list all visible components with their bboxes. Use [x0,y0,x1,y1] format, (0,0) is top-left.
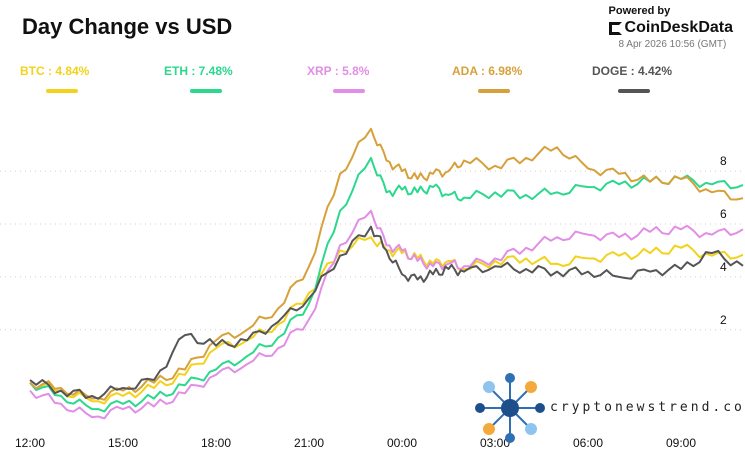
network-logo-icon [472,370,548,451]
series-line-ada [29,127,744,401]
series-line-eth [29,156,744,413]
legend-item-ada: ADA : 6.98% [452,64,522,93]
legend-swatch-ada [478,89,510,93]
legend-swatch-doge [618,89,650,93]
legend-swatch-btc [46,89,78,93]
legend-item-doge: DOGE : 4.42% [592,64,672,93]
legend-label-xrp: XRP : 5.8% [307,64,370,78]
y-tick-label: 2 [720,313,727,327]
x-tick-label: 03:00 [480,436,510,450]
timestamp: 8 Apr 2026 10:56 (GMT) [618,39,727,50]
x-tick-label: 18:00 [201,436,231,450]
legend-label-eth: ETH : 7.48% [164,64,233,78]
legend-item-xrp: XRP : 5.8% [307,64,369,93]
x-tick-label: 09:00 [666,436,696,450]
y-tick-labels: 2 4 6 8 [720,154,727,327]
legend-label-doge: DOGE : 4.42% [592,64,673,78]
x-tick-labels: 12:00 15:00 18:00 21:00 00:00 03:00 06:00 09:00 [15,436,696,450]
legend-swatch-eth [190,89,222,93]
x-tick-label: 06:00 [573,436,603,450]
series-line-xrp [29,209,744,420]
legend-item-btc: BTC : 4.84% [20,64,89,93]
x-tick-label: 00:00 [387,436,417,450]
y-tick-label: 6 [720,207,727,221]
watermark-text: cryptonewstrend.com [550,400,745,415]
gridlines [0,170,745,331]
x-tick-label: 12:00 [15,436,45,450]
brand-block: Powered by CoinDeskData 8 Apr 2026 10:56… [608,5,733,50]
legend-label-btc: BTC : 4.84% [20,64,90,78]
chart-title: Day Change vs USD [22,14,233,39]
x-tick-label: 21:00 [294,436,324,450]
series-line-btc [29,236,744,405]
brand-name-text: CoinDeskData [624,19,733,36]
legend: BTC : 4.84% ETH : 7.48% XRP : 5.8% ADA :… [0,64,745,104]
legend-swatch-xrp [333,89,365,93]
brand-name: CoinDeskData [608,19,733,37]
powered-by-label: Powered by [608,5,671,17]
legend-label-ada: ADA : 6.98% [452,64,523,78]
y-tick-label: 8 [720,154,727,168]
legend-item-eth: ETH : 7.48% [164,64,233,93]
y-tick-label: 4 [720,260,727,274]
coindesk-logo-icon [608,21,622,35]
series-lines [29,127,744,420]
x-tick-label: 15:00 [108,436,138,450]
series-line-doge [29,225,744,400]
